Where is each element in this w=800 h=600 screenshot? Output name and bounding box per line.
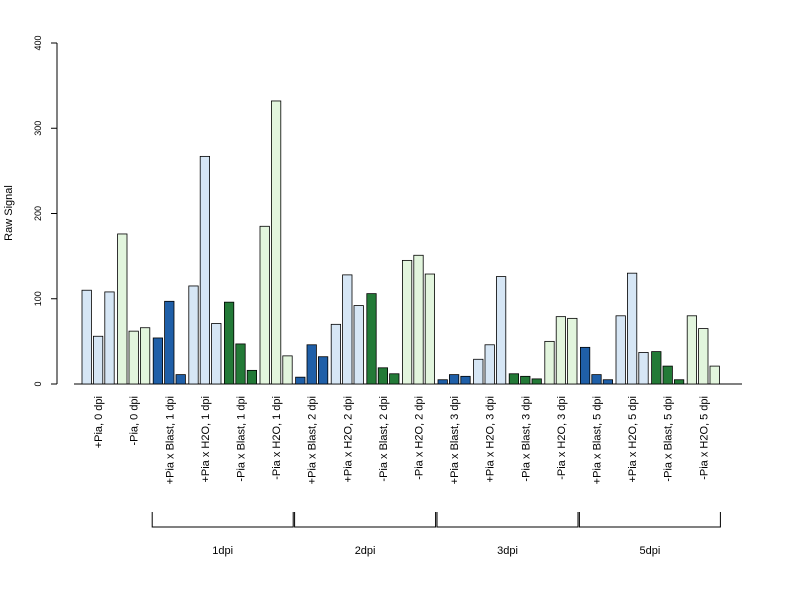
group-label: 2dpi — [355, 545, 376, 557]
bar — [615, 315, 626, 385]
y-tick-label: 100 — [33, 291, 43, 306]
bar — [651, 351, 662, 385]
bar — [139, 327, 151, 385]
bar — [223, 301, 235, 385]
bar — [544, 340, 555, 385]
bar — [199, 155, 210, 385]
y-tick-label: 0 — [33, 381, 43, 386]
category-label: +Pia x Blast, 3 dpi — [449, 396, 461, 484]
category-label: -Pia x Blast, 1 dpi — [236, 396, 248, 482]
bar — [662, 365, 673, 385]
bar — [128, 330, 139, 385]
bar — [531, 378, 542, 385]
category-label: +Pia x H2O, 5 dpi — [627, 396, 639, 483]
bar — [104, 291, 115, 385]
bar — [295, 376, 306, 385]
bar — [686, 315, 698, 385]
bar — [555, 316, 567, 385]
bar — [638, 352, 649, 385]
bar — [342, 274, 353, 385]
category-label: -Pia x Blast, 5 dpi — [663, 396, 675, 482]
bar — [473, 358, 484, 385]
category-label: -Pia x Blast, 3 dpi — [520, 396, 532, 482]
group-label: 5dpi — [640, 545, 661, 557]
bar — [460, 375, 471, 385]
category-labels: +Pia, 0 dpi -Pia, 0 dpi +Pia x Blast, 1 dp… — [93, 396, 710, 484]
group-brackets: 1dpi 2dpi 3dpi 5dpi — [151, 512, 721, 557]
bar — [81, 289, 92, 385]
bar — [306, 344, 317, 385]
bar — [330, 323, 342, 385]
y-tick-label: 400 — [33, 35, 43, 50]
bar — [495, 276, 507, 385]
bar — [152, 337, 163, 385]
bar — [93, 335, 104, 385]
y-tick-label: 300 — [33, 121, 43, 136]
category-label: -Pia x H2O, 3 dpi — [556, 396, 568, 480]
bar — [259, 225, 270, 385]
group-bracket — [436, 512, 579, 528]
y-axis-title: Raw Signal — [3, 185, 15, 241]
bar — [508, 373, 520, 385]
bar — [188, 285, 199, 385]
y-tick-label: 200 — [33, 206, 43, 221]
category-label: +Pia x H2O, 3 dpi — [485, 396, 497, 483]
bar — [413, 254, 424, 385]
group-bracket — [578, 512, 721, 528]
category-label: -Pia x Blast, 2 dpi — [378, 396, 390, 482]
bar — [317, 356, 329, 385]
bar — [602, 379, 614, 385]
bar — [591, 374, 602, 385]
bar — [211, 323, 222, 385]
group-bracket — [294, 512, 437, 528]
bar — [377, 367, 389, 385]
group-label: 3dpi — [497, 545, 518, 557]
bar — [401, 259, 413, 385]
bar — [484, 344, 495, 385]
category-label: +Pia x Blast, 2 dpi — [307, 396, 319, 484]
category-label: +Pia, 0 dpi — [93, 396, 105, 448]
category-label: +Pia x H2O, 2 dpi — [342, 396, 354, 483]
bar — [580, 346, 591, 385]
bar — [424, 273, 436, 385]
bar — [567, 317, 578, 385]
bar — [175, 374, 186, 385]
category-label: -Pia, 0 dpi — [129, 396, 141, 446]
bar — [627, 272, 638, 385]
category-label: +Pia x H2O, 1 dpi — [200, 396, 212, 483]
category-label: -Pia x H2O, 5 dpi — [698, 396, 710, 480]
bar — [366, 293, 377, 385]
bar — [270, 100, 282, 385]
bar — [437, 379, 448, 385]
bar — [698, 328, 709, 385]
category-label: +Pia x Blast, 5 dpi — [592, 396, 604, 484]
bar — [353, 305, 364, 385]
group-label: 1dpi — [212, 545, 233, 557]
bar — [282, 355, 293, 385]
bar — [235, 343, 246, 385]
bar — [246, 369, 257, 385]
category-label: -Pia x H2O, 1 dpi — [271, 396, 283, 480]
bar — [164, 300, 175, 385]
bar — [117, 233, 128, 385]
category-label: -Pia x H2O, 2 dpi — [414, 396, 426, 480]
bar — [389, 373, 400, 385]
bar — [674, 379, 685, 385]
category-label: +Pia x Blast, 1 dpi — [164, 396, 176, 484]
bar — [520, 375, 531, 385]
group-bracket — [151, 512, 294, 528]
bar — [448, 374, 460, 385]
y-axis: 0 100 200 300 400 — [33, 35, 58, 387]
bar — [709, 365, 720, 385]
bars-layer — [81, 100, 720, 385]
